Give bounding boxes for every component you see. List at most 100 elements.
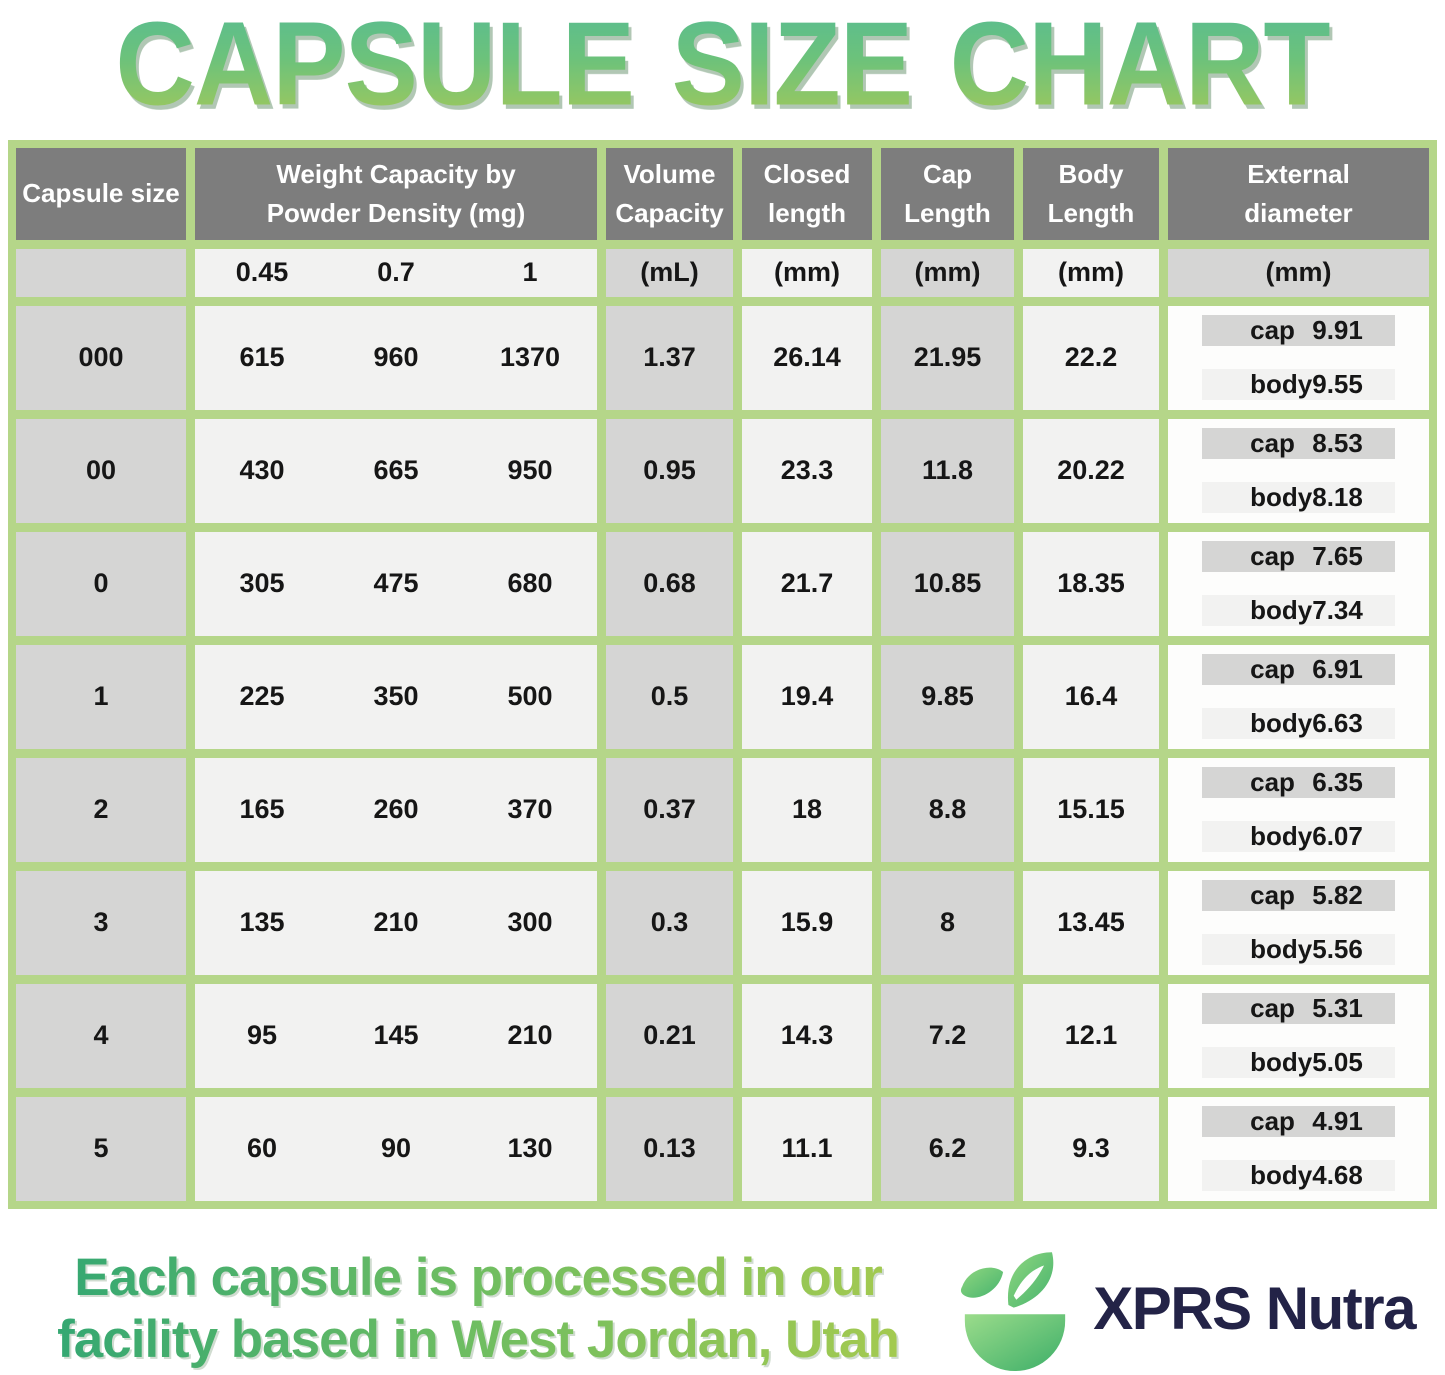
external-cap-row: cap 6.91 [1202,654,1395,686]
body-label: body [1250,594,1313,625]
external-cap-row: cap 8.53 [1202,428,1395,460]
external-diameter-cell: cap 6.35 body 6.07 [1168,757,1429,862]
body-value: 8.18 [1312,481,1363,512]
footer-tagline: Each capsule is processed in our facilit… [12,1247,944,1370]
unit-volume: (mL) [606,248,733,297]
footer-tagline-line1: Each capsule is processed in our [74,1248,882,1308]
weight-07-value: 350 [373,681,419,711]
body-label: body [1250,933,1313,964]
weight-045-value: 135 [239,907,285,937]
unit-closed: (mm) [742,248,872,297]
cap-length-cell: 8 [881,870,1014,975]
volume-cell: 0.68 [606,531,733,636]
weight-1-value: 950 [507,455,553,485]
external-diameter-cell: cap 5.82 body 5.56 [1168,870,1429,975]
cap-value: 6.35 [1312,767,1363,798]
header-external-diameter: External diameter [1168,147,1429,240]
closed-length-cell: 11.1 [742,1096,872,1201]
body-length-cell: 13.45 [1023,870,1159,975]
volume-cell: 0.95 [606,418,733,523]
closed-length-cell: 26.14 [742,305,872,410]
external-diameter-cell: cap 5.31 body 5.05 [1168,983,1429,1088]
closed-length-cell: 19.4 [742,644,872,749]
volume-cell: 0.37 [606,757,733,862]
cap-value: 6.91 [1312,654,1363,685]
cap-value: 8.53 [1312,428,1363,459]
external-body-row: body 6.63 [1202,707,1395,739]
cap-length-cell: 7.2 [881,983,1014,1088]
external-diameter-cell: cap 4.91 body 4.68 [1168,1096,1429,1201]
external-cap-row: cap 5.31 [1202,993,1395,1025]
weight-1-value: 680 [507,568,553,598]
body-label: body [1250,820,1313,851]
cap-label: cap [1250,993,1295,1024]
volume-cell: 0.13 [606,1096,733,1201]
cap-label: cap [1250,428,1295,459]
unit-body: (mm) [1023,248,1159,297]
cap-label: cap [1250,767,1295,798]
external-diameter-cell: cap 6.91 body 6.63 [1168,644,1429,749]
cap-value: 5.82 [1312,880,1363,911]
external-body-row: body 5.56 [1202,933,1395,965]
capsule-size-cell: 4 [16,983,186,1088]
external-cap-row: cap 6.35 [1202,767,1395,799]
weight-capacity-cell: 225 350 500 [195,644,597,749]
external-body-row: body 8.18 [1202,481,1395,513]
body-value: 9.55 [1312,368,1363,399]
body-label: body [1250,481,1313,512]
weight-1-value: 370 [507,794,553,824]
body-length-cell: 15.15 [1023,757,1159,862]
brand-name: XPRS Nutra [1093,1275,1416,1342]
external-diameter-cell: cap 7.65 body 7.34 [1168,531,1429,636]
page-title: CAPSULE SIZE CHART [0,2,1445,127]
header-weight-capacity-label: Weight Capacity by Powder Density (mg) [266,158,526,228]
cap-length-cell: 6.2 [881,1096,1014,1201]
header-capsule-size-label: Capsule size [22,178,180,208]
closed-length-cell: 14.3 [742,983,872,1088]
weight-045-value: 225 [239,681,285,711]
external-cap-row: cap 9.91 [1202,315,1395,347]
external-body-row: body 6.07 [1202,820,1395,852]
body-length-cell: 9.3 [1023,1096,1159,1201]
weight-capacity-cell: 430 665 950 [195,418,597,523]
brand-logo: XPRS Nutra [949,1243,1416,1375]
body-length-cell: 16.4 [1023,644,1159,749]
body-label: body [1250,707,1313,738]
body-label: body [1250,1046,1313,1077]
weight-045-value: 165 [239,794,285,824]
capsule-size-cell: 000 [16,305,186,410]
header-cap-length: Cap Length [881,147,1014,240]
cap-value: 7.65 [1312,541,1363,572]
volume-cell: 1.37 [606,305,733,410]
weight-07-value: 475 [373,568,419,598]
weight-045-value: 60 [246,1133,278,1163]
body-label: body [1250,368,1313,399]
weight-07-value: 90 [380,1133,412,1163]
header-cap-length-label: Cap Length [904,158,991,228]
weight-07-value: 145 [373,1020,419,1050]
cap-label: cap [1250,541,1295,572]
footer: Each capsule is processed in our facilit… [0,1243,1445,1375]
external-body-row: body 5.05 [1202,1046,1395,1078]
cap-length-cell: 8.8 [881,757,1014,862]
capsule-size-cell: 0 [16,531,186,636]
header-closed-length: Closed length [742,147,872,240]
body-length-cell: 12.1 [1023,983,1159,1088]
weight-1-value: 1370 [499,342,561,372]
weight-capacity-cell: 135 210 300 [195,870,597,975]
unit-cap: (mm) [881,248,1014,297]
header-capsule-size: Capsule size [16,147,186,240]
body-length-cell: 22.2 [1023,305,1159,410]
unit-density-cell: 0.45 0.7 1 [195,248,597,297]
weight-capacity-cell: 305 475 680 [195,531,597,636]
header-weight-capacity: Weight Capacity by Powder Density (mg) [195,147,597,240]
weight-1-value: 500 [507,681,553,711]
body-value: 7.34 [1312,594,1363,625]
weight-045-value: 615 [239,342,285,372]
header-closed-length-label: Closed length [763,158,851,228]
cap-value: 9.91 [1312,315,1363,346]
header-volume-capacity-label: Volume Capacity [615,158,724,228]
cap-label: cap [1250,315,1295,346]
cap-label: cap [1250,1106,1295,1137]
body-length-cell: 18.35 [1023,531,1159,636]
